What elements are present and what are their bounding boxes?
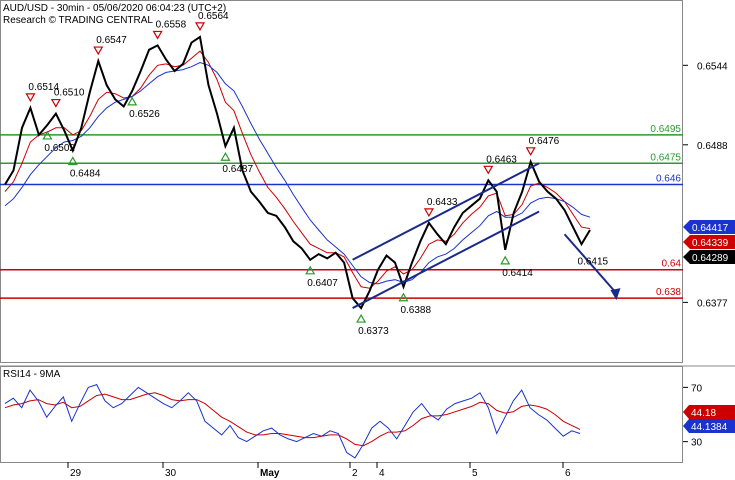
price-tag-1: 0.64339: [692, 238, 729, 249]
support-marker-13: [356, 313, 367, 323]
annotation-label-7: 0.6476: [529, 136, 560, 147]
resistance-marker-3: [152, 30, 163, 40]
x-tick-label-5: 5: [472, 468, 478, 479]
price-tag-box-0: [683, 220, 735, 234]
trend-channel: [352, 162, 540, 309]
resistance-marker-5: [423, 208, 434, 218]
channel-lower-line: [352, 210, 540, 309]
y-tick-label-1: 0.6488: [697, 141, 728, 152]
annotation-label-2: 0.6547: [96, 35, 127, 46]
moving-average-line-0: [4, 50, 591, 289]
support-marker-14: [398, 292, 409, 302]
annotation-label-15: 0.6414: [502, 268, 533, 279]
rsi-y-tick-label-0: 70: [691, 383, 703, 394]
price-tag-2: 0.64289: [692, 253, 729, 264]
rsi-y-tick-label-1: 30: [691, 438, 703, 449]
forecast-arrow-head: [610, 288, 621, 301]
resistance-marker-6: [483, 165, 494, 175]
chart-title: AUD/USD - 30min - 05/06/2020 06:04:23 (U…: [3, 3, 226, 14]
forecast-arrow: [563, 233, 621, 301]
price-tag-0: 0.64417: [692, 223, 729, 234]
rsi-tag-1: 44.1384: [691, 422, 728, 433]
resistance-marker-1: [50, 98, 61, 108]
level-label-0: 0.6495: [650, 124, 681, 135]
support-marker-10: [127, 96, 138, 106]
forecast-arrow-shaft: [563, 233, 617, 293]
annotation-label-14: 0.6388: [400, 305, 431, 316]
rsi-tag-box-0: [683, 405, 735, 419]
price-tag-box-2: [683, 250, 735, 264]
x-axis: 29 30 May 2 4 5 6: [67, 462, 571, 479]
x-tick-label-2: May: [260, 468, 280, 479]
horizontal-levels: 0.6495 0.6475 0.646 0.64 0.638: [0, 124, 683, 299]
level-label-2: 0.646: [656, 174, 681, 185]
rsi-ma-line: [4, 392, 581, 447]
price-tag-box-1: [683, 235, 735, 249]
x-tick-label-6: 6: [565, 468, 571, 479]
resistance-marker-7: [525, 147, 536, 157]
support-marker-12: [305, 265, 316, 275]
support-marker-11: [220, 152, 231, 161]
chart-subtitle: Research © TRADING CENTRAL: [3, 15, 153, 26]
annotation-label-10: 0.6526: [129, 109, 160, 120]
moving-average-line-1: [4, 61, 591, 285]
annotation-label-16: 0.6415: [578, 256, 609, 267]
annotation-label-5: 0.6433: [427, 197, 458, 208]
annotation-label-3: 0.6558: [156, 19, 187, 30]
rsi-panel: 70 30 44.18 44.1384: [4, 383, 735, 459]
level-label-3: 0.64: [662, 259, 682, 270]
annotation-label-13: 0.6373: [358, 326, 389, 337]
rsi-line: [4, 383, 581, 459]
price-tags: 0.64417 0.64339 0.64289: [683, 220, 735, 264]
resistance-marker-2: [93, 46, 104, 56]
x-tick-label-3: 2: [352, 468, 358, 479]
rsi-title: RSI14 - 9MA: [3, 369, 61, 380]
resistance-marker-4: [194, 22, 206, 32]
resistance-marker-0: [25, 93, 36, 103]
annotation-label-1: 0.6510: [54, 88, 85, 99]
y-tick-label-2: 0.6377: [697, 298, 728, 309]
y-axis: 0.6544 0.6488 0.6377: [683, 61, 728, 309]
main-plot-frame: [0, 0, 683, 363]
level-label-1: 0.6475: [650, 152, 681, 163]
rsi-tag-0: 44.18: [691, 408, 716, 419]
y-tick-label-0: 0.6544: [697, 61, 728, 72]
x-tick-label-0: 29: [70, 468, 82, 479]
annotation-label-6: 0.6463: [486, 154, 517, 165]
level-label-4: 0.638: [656, 287, 681, 298]
price-line: [4, 35, 591, 310]
annotation-label-8: 0.6484: [70, 168, 101, 179]
support-marker-9: [42, 130, 53, 140]
rsi-tag-box-1: [683, 419, 735, 433]
annotation-label-11: 0.6487: [222, 164, 253, 175]
annotation-label-0: 0.6514: [28, 82, 59, 93]
annotation-label-12: 0.6407: [307, 278, 338, 289]
support-marker-8: [67, 156, 78, 166]
support-marker-15: [500, 255, 511, 265]
x-tick-label-4: 4: [379, 468, 385, 479]
annotation-label-9: 0.6502: [44, 143, 75, 154]
moving-averages: [4, 50, 591, 289]
annotation-label-4: 0.6564: [198, 11, 229, 22]
x-tick-label-1: 30: [165, 468, 177, 479]
channel-upper-line: [352, 162, 540, 261]
price-series: [4, 35, 591, 310]
